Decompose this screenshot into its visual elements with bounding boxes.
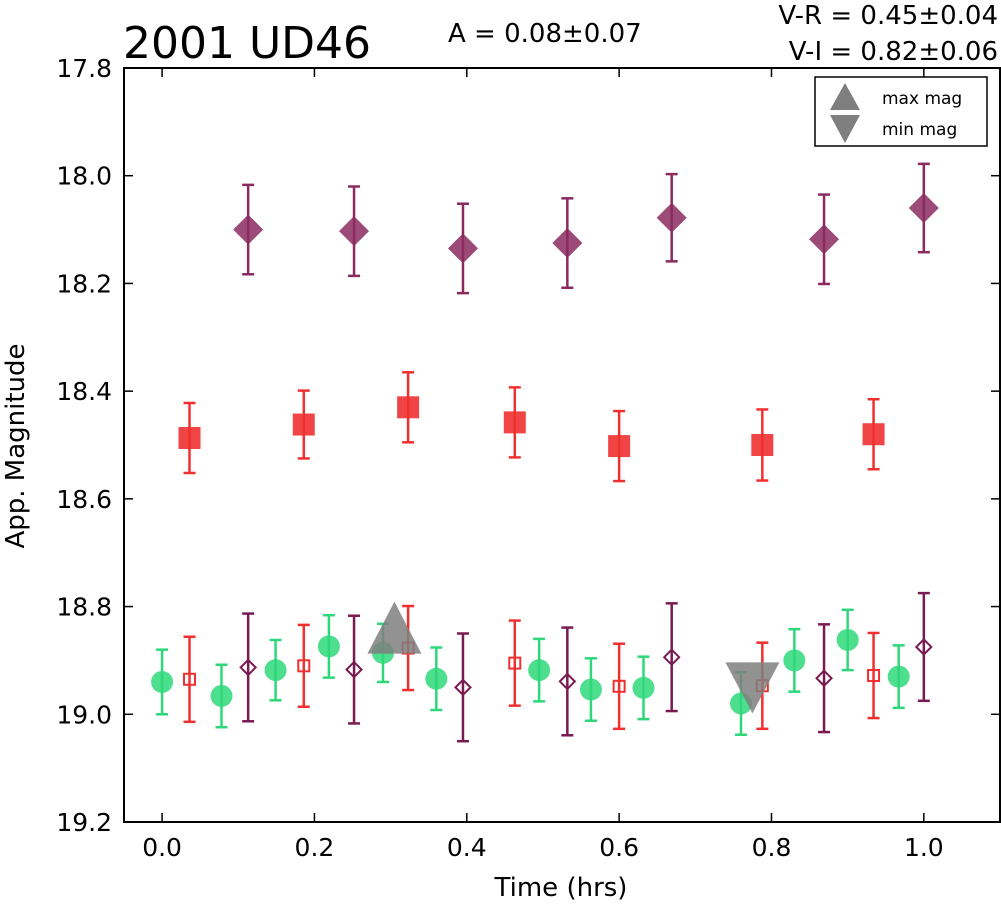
x-tick-label: 0.2 [295,833,335,862]
data-point-open-square [297,659,311,673]
data-point-circle [836,628,859,651]
y-tick-label: 18.2 [56,269,112,298]
data-point-square [751,434,774,456]
x-tick-label: 0.4 [447,833,487,862]
plot-frame [123,67,1001,823]
chart-title: 2001 UD46 [123,18,371,69]
data-point-open-square [867,669,881,683]
data-point-open-diamond [345,660,363,679]
data-point-open-square [612,679,626,693]
data-point-circle [579,678,602,701]
y-tick-label: 18.6 [56,485,112,514]
data-point-open-diamond [815,669,833,688]
axis-ticks: 0.0 0.2 0.4 0.6 0.8 1.0 17.8 18.0 18.2 18.4 18.6 18… [56,54,1000,862]
data-point-diamond [809,224,840,255]
data-point-circle [317,635,340,658]
data-point-open-diamond [914,638,933,656]
legend-max-label: max mag [882,89,962,109]
data-point-diamond [552,228,583,259]
data-point-open-diamond [662,648,681,667]
data-point-circle [151,670,174,693]
data-point-circle [264,659,287,682]
y-tick-label: 17.8 [56,54,112,83]
data-point-square [397,396,420,419]
legend-min-triangle-icon [830,115,860,143]
data-point-diamond [908,193,939,224]
v-r-color-text: V-R = 0.45±0.04 [778,1,998,31]
x-tick-label: 1.0 [904,833,944,862]
data-point-diamond [233,214,264,245]
y-tick-label: 18.4 [56,377,112,406]
x-tick-label: 0.6 [599,833,639,862]
legend-min-label: min mag [882,120,957,140]
plot-area [151,162,939,743]
data-point-open-diamond [239,658,258,677]
legend-max-triangle-icon [830,83,860,110]
data-point-open-diamond [454,678,472,697]
x-tick-label: 0.0 [142,833,182,862]
data-point-circle [425,667,448,690]
y-tick-label: 19.2 [56,808,112,837]
data-point-diamond [447,233,478,264]
data-point-square [862,423,885,446]
v-i-color-text: V-I = 0.82±0.06 [789,37,998,67]
data-point-circle [210,684,233,707]
y-tick-label: 19.0 [56,700,112,729]
amplitude-text: A = 0.08±0.07 [448,19,642,49]
data-point-square [292,413,315,436]
data-point-diamond [339,216,370,247]
data-point-open-square [508,656,522,670]
x-axis-label: Time (hrs) [494,873,628,903]
data-point-circle [528,659,551,682]
min-mag-marker [725,662,780,714]
data-point-square [608,435,631,458]
data-point-diamond [656,202,687,233]
data-point-open-square [183,672,197,686]
y-tick-label: 18.0 [56,162,112,191]
y-tick-label: 18.8 [56,593,112,622]
data-point-square [178,426,201,449]
data-point-circle [887,665,910,688]
y-axis-label: App. Magnitude [1,343,31,548]
data-point-circle [783,649,806,672]
x-tick-label: 0.8 [752,833,792,862]
data-point-circle [632,676,655,699]
max-mag-marker [367,601,422,654]
data-point-square [503,411,526,434]
data-point-open-diamond [558,672,577,691]
legend: max mag min mag [814,76,988,147]
